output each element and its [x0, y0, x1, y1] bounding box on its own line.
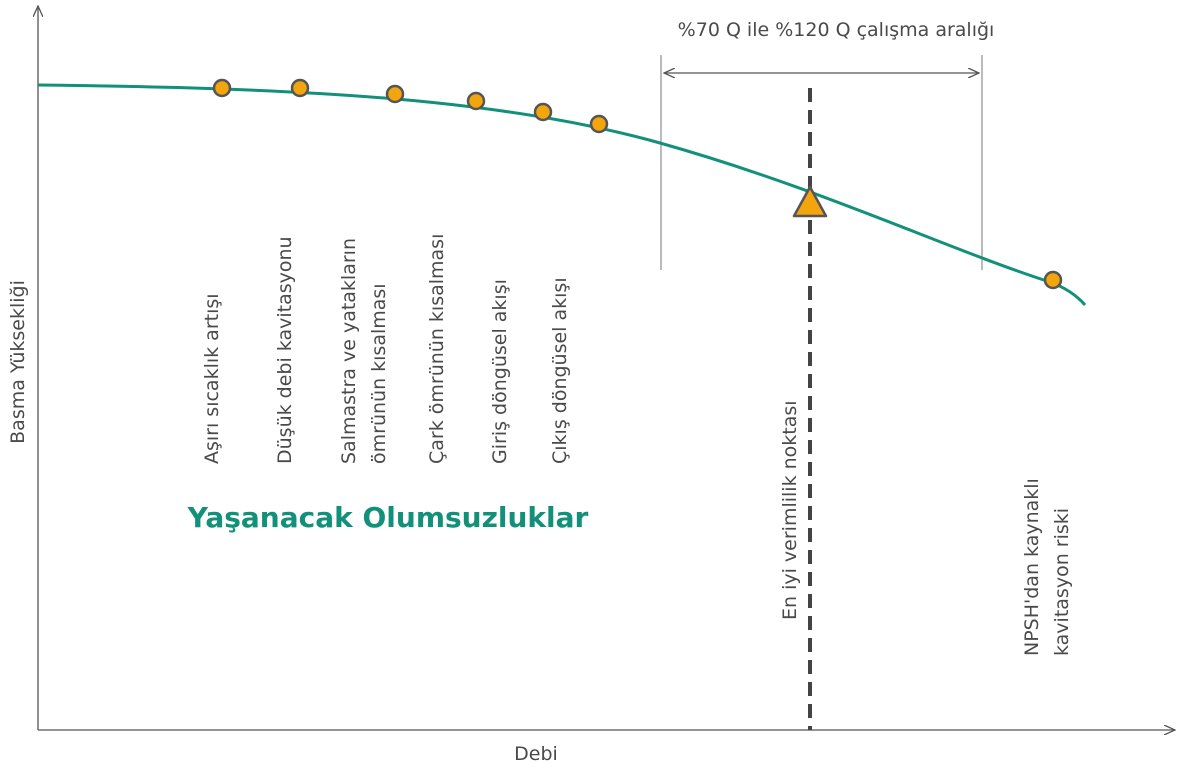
annotation: Çıkış döngüsel akışı [549, 277, 571, 464]
annotation: Aşırı sıcaklık artışı [201, 293, 223, 464]
marker [385, 84, 405, 104]
bep-marker [792, 185, 828, 218]
annotation: Giriş döngüsel akışı [489, 279, 511, 464]
pump-curve [37, 83, 1087, 306]
marker [1043, 270, 1063, 290]
markers [212, 78, 1063, 290]
annotation: kavitasyon riski [1051, 508, 1073, 656]
marker [290, 78, 310, 98]
range-label: %70 Q ile %120 Q çalışma aralığı [678, 19, 995, 41]
annotation: ömrünün kısalması [368, 283, 390, 464]
y-axis-label: Basma Yüksekliği [7, 280, 29, 444]
x-axis-label: Debi [514, 743, 558, 765]
marker [212, 78, 232, 98]
annotation: NPSH'dan kaynaklı [1021, 478, 1043, 656]
marker [589, 114, 609, 134]
marker [466, 91, 486, 111]
marker [533, 102, 553, 122]
annotation: Çark ömrünün kısalması [426, 234, 448, 464]
annotation: Salmastra ve yatakların [338, 238, 360, 464]
heading: Yaşanacak Olumsuzluklar [187, 501, 589, 534]
annotation: En iyi verimlilik noktası [779, 400, 801, 620]
annotation: Düşük debi kavitasyonu [274, 236, 296, 464]
